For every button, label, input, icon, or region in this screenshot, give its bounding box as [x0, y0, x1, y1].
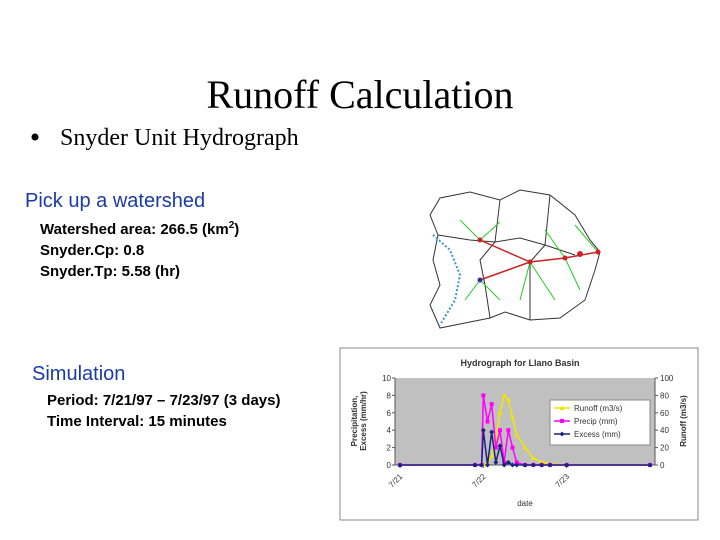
x-axis-title: date — [517, 499, 533, 508]
section-heading: Simulation — [32, 363, 125, 385]
y-tick-label: 8 — [387, 391, 392, 400]
bullet-dot — [31, 133, 39, 141]
y2-tick-label: 0 — [660, 461, 665, 470]
info-line: Period: 7/21/97 – 7/23/97 (3 days) — [47, 392, 280, 409]
marker — [485, 462, 490, 468]
chart: Hydrograph for Llano Basin Precipitation,… — [350, 358, 688, 508]
marker — [647, 462, 653, 468]
marker — [559, 431, 565, 437]
y-tick-label: 0 — [387, 461, 392, 470]
marker — [501, 462, 507, 468]
marker — [530, 462, 536, 468]
marker — [564, 462, 570, 468]
marker — [506, 428, 511, 433]
marker — [505, 397, 511, 402]
y-tick-label: 10 — [382, 374, 391, 383]
marker — [559, 405, 565, 410]
info-line: Snyder.Tp: 5.58 (hr) — [40, 263, 180, 280]
info-line: Time Interval: 15 minutes — [47, 413, 227, 430]
marker — [493, 445, 498, 450]
superscript: 2 — [229, 220, 235, 231]
info-text: Watershed area: 266.5 (km — [40, 221, 229, 238]
y-tick-label: 2 — [387, 444, 392, 453]
legend-label: Precip (mm) — [574, 417, 618, 426]
y-tick-label: 4 — [387, 426, 392, 435]
info-text: ) — [234, 221, 239, 238]
marker — [547, 462, 553, 468]
marker — [522, 462, 528, 468]
y2-tick-label: 100 — [660, 374, 674, 383]
chart-title: Hydrograph for Llano Basin — [460, 358, 579, 368]
marker — [485, 419, 490, 424]
section-heading: Pick up a watershed — [25, 190, 205, 212]
marker — [497, 443, 503, 449]
y-tick-label: 6 — [387, 409, 392, 418]
marker — [489, 429, 495, 435]
marker — [530, 455, 536, 461]
marker — [472, 462, 478, 468]
marker — [505, 459, 511, 465]
legend-label: Excess (mm) — [574, 430, 621, 439]
marker — [501, 392, 507, 398]
y2-tick-label: 60 — [660, 409, 669, 418]
marker — [510, 462, 515, 468]
marker — [497, 410, 503, 415]
marker — [493, 459, 499, 465]
marker — [514, 460, 519, 465]
watershed-map — [429, 189, 601, 329]
marker — [489, 402, 494, 407]
marker — [498, 428, 502, 433]
marker — [479, 462, 485, 468]
marker — [522, 445, 528, 450]
marker — [539, 462, 545, 468]
y-axis-title: Excess (mm/hr) — [359, 391, 368, 451]
y2-tick-label: 40 — [660, 426, 669, 435]
marker — [510, 445, 515, 450]
y2-axis-title: Runoff (m3/s) — [679, 395, 688, 447]
marker — [489, 453, 495, 459]
marker — [481, 393, 486, 398]
marker — [480, 427, 486, 433]
y2-tick-label: 20 — [660, 444, 669, 453]
y-axis-title: Precipitation, — [350, 396, 359, 447]
bullet-text: Snyder Unit Hydrograph — [60, 125, 299, 151]
marker — [560, 419, 564, 423]
marker — [514, 432, 520, 437]
y2-tick-label: 80 — [660, 391, 669, 400]
marker — [397, 462, 403, 468]
marker — [510, 414, 515, 420]
info-line: Watershed area: 266.5 (km2) — [40, 220, 239, 238]
info-line: Snyder.Cp: 0.8 — [40, 242, 144, 259]
marker — [514, 462, 520, 468]
slide-title: Runoff Calculation — [207, 72, 514, 117]
legend-label: Runoff (m3/s) — [574, 404, 623, 413]
